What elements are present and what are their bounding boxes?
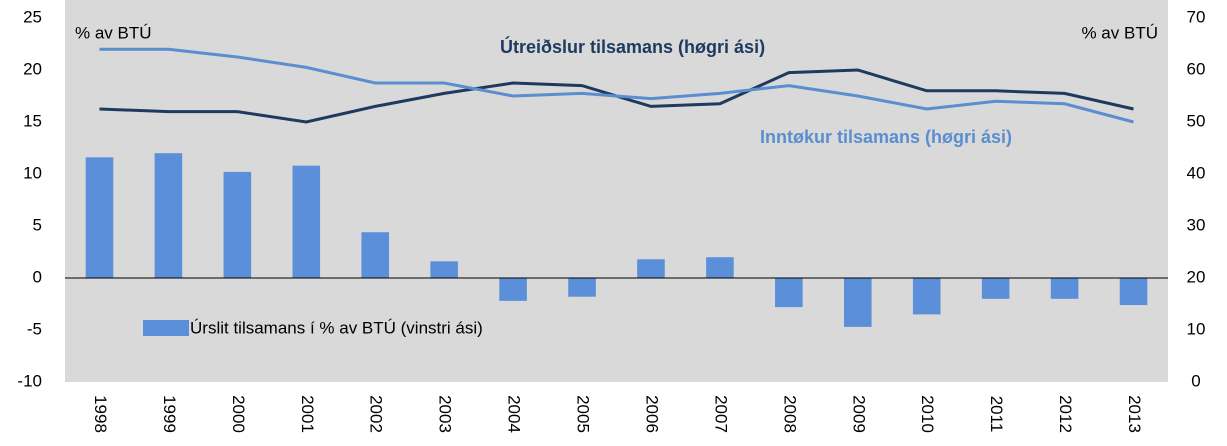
legend-label: Úrslit tilsamans í % av BTÚ (vinstri ási… [190,318,483,337]
x-tick-label: 1999 [160,395,179,433]
x-tick-label: 2003 [436,395,455,433]
bar [706,257,734,278]
y2-axis-label: % av BTÚ [1081,23,1158,42]
bar [85,157,114,278]
bar [1119,278,1148,306]
bar [292,165,321,278]
x-tick-label: 2013 [1125,395,1144,433]
y2-tick-label: 10 [1187,319,1206,338]
y-axis-label: % av BTÚ [75,23,152,42]
x-tick-label: 2012 [1056,395,1075,433]
x-tick-label: 2011 [987,396,1006,433]
bar [361,232,390,278]
y-tick-label: 0 [33,267,42,286]
y2-tick-label: 70 [1187,7,1206,26]
y-tick-label: 15 [23,111,42,130]
bar [981,278,1010,299]
y-tick-label: -10 [17,371,42,390]
x-tick-label: 1998 [91,395,110,433]
x-tick-label: 2008 [780,395,799,433]
y-tick-label: -5 [27,319,42,338]
line-label: Inntøkur tilsamans (høgri ási) [760,127,1012,147]
bar [499,278,527,301]
x-tick-label: 2009 [849,395,868,433]
bar [843,278,872,327]
x-tick-label: 2002 [367,395,386,433]
y2-tick-label: 40 [1187,163,1206,182]
x-tick-label: 2010 [918,395,937,433]
bar [1050,278,1079,299]
x-tick-label: 2004 [505,395,524,433]
y2-tick-label: 50 [1187,111,1206,130]
x-tick-label: 2006 [642,395,661,433]
bar [223,171,252,278]
x-tick-label: 2007 [711,395,730,433]
bar [154,153,183,278]
line [99,47,1134,124]
line-label: Útreiðslur tilsamans (høgri ási) [500,36,765,57]
y-tick-label: 25 [23,7,42,26]
bar [912,278,941,315]
y2-tick-label: 0 [1191,371,1200,390]
bar [568,278,596,297]
bar [430,261,458,278]
x-tick-label: 2001 [298,395,317,433]
y-tick-label: 5 [33,215,42,234]
bar [775,278,803,308]
y2-tick-label: 60 [1187,59,1206,78]
y2-tick-label: 20 [1187,267,1206,286]
y-tick-label: 20 [23,59,42,78]
y2-tick-label: 30 [1187,215,1206,234]
y-tick-label: 10 [23,163,42,182]
legend-swatch [143,320,189,336]
x-tick-label: 2000 [229,395,248,433]
x-tick-label: 2005 [574,395,593,433]
bar [637,259,665,278]
